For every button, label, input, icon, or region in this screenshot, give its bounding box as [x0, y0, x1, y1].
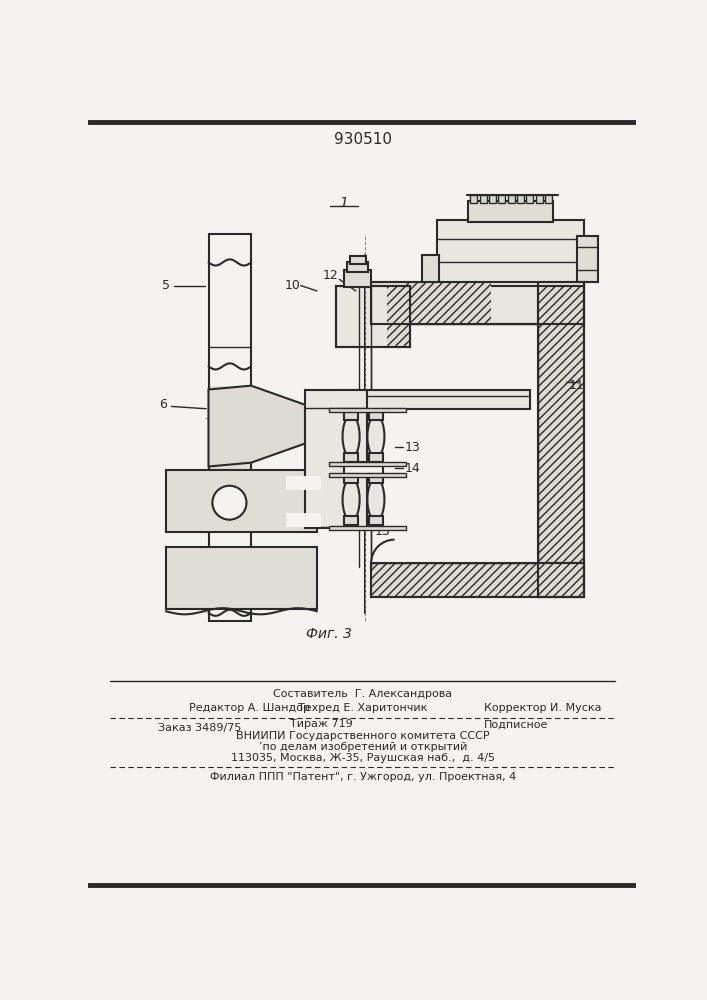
Bar	[349, 256, 366, 264]
Ellipse shape	[343, 415, 360, 458]
Wedge shape	[371, 540, 395, 563]
Bar	[371, 282, 585, 324]
Bar	[538, 282, 585, 597]
Bar	[329, 526, 406, 530]
Ellipse shape	[368, 478, 385, 521]
Bar	[344, 516, 358, 525]
Ellipse shape	[343, 478, 360, 521]
Bar	[369, 453, 383, 462]
Bar	[371, 324, 538, 563]
Bar	[337, 286, 410, 347]
Text: Корректор И. Муска: Корректор И. Муска	[484, 703, 601, 713]
Text: 12: 12	[322, 269, 338, 282]
Bar	[406, 282, 491, 324]
Text: ВНИИПИ Государственного комитета СССР: ВНИИПИ Государственного комитета СССР	[236, 731, 489, 741]
Bar	[369, 516, 383, 525]
Text: 11: 11	[569, 379, 585, 392]
Bar	[369, 474, 383, 483]
Text: 1: 1	[339, 196, 349, 210]
Text: 113035, Москва, Ж-35, Раушская наб.,  д. 4/5: 113035, Москва, Ж-35, Раушская наб., д. …	[230, 753, 495, 763]
Bar	[437, 220, 585, 286]
Text: 930510: 930510	[334, 132, 392, 147]
Bar	[470, 195, 477, 203]
Bar	[166, 470, 317, 532]
Text: 13: 13	[375, 525, 391, 538]
Bar	[371, 563, 585, 597]
Bar	[344, 411, 358, 420]
Bar	[337, 389, 530, 409]
Bar	[535, 195, 542, 203]
Text: 13: 13	[404, 441, 421, 454]
Text: Техред Е. Харитончик: Техред Е. Харитончик	[298, 703, 427, 713]
Text: Филиал ППП "Патент", г. Ужгород, ул. Проектная, 4: Филиал ППП "Патент", г. Ужгород, ул. Про…	[209, 772, 516, 782]
Text: Редактор А. Шандор: Редактор А. Шандор	[189, 703, 310, 713]
Text: Тираж 719: Тираж 719	[290, 719, 353, 729]
Bar	[337, 286, 410, 347]
Bar	[538, 282, 585, 597]
Bar	[433, 286, 457, 309]
Text: 10: 10	[284, 279, 300, 292]
Ellipse shape	[368, 415, 385, 458]
Bar	[286, 476, 321, 490]
Bar	[371, 563, 585, 597]
Bar	[371, 282, 585, 324]
Bar	[344, 462, 383, 476]
Bar	[508, 195, 515, 203]
Bar	[545, 195, 552, 203]
Bar	[369, 411, 383, 420]
Bar	[498, 195, 506, 203]
Bar	[286, 513, 321, 527]
Polygon shape	[209, 386, 305, 466]
Text: 14: 14	[404, 462, 421, 475]
Bar	[344, 474, 358, 483]
Bar	[329, 462, 406, 466]
Bar	[517, 195, 524, 203]
Text: Фиг. 3: Фиг. 3	[305, 627, 351, 641]
Bar	[387, 286, 410, 347]
Bar	[329, 408, 406, 412]
Bar	[577, 235, 598, 282]
Bar	[329, 473, 406, 477]
Bar	[526, 195, 533, 203]
Text: Составитель  Г. Александрова: Составитель Г. Александрова	[273, 689, 452, 699]
Bar	[344, 270, 371, 287]
Text: 5: 5	[162, 279, 170, 292]
Text: 6: 6	[160, 398, 168, 411]
Bar	[421, 255, 438, 286]
Bar	[489, 195, 496, 203]
Bar	[305, 389, 368, 528]
Bar	[347, 262, 368, 272]
Bar	[166, 547, 317, 609]
Text: ’по делам изобретений и открытий: ’по делам изобретений и открытий	[259, 742, 467, 752]
Bar	[344, 453, 358, 462]
Bar	[209, 386, 251, 470]
Bar	[468, 201, 554, 222]
Text: Подписное: Подписное	[484, 719, 548, 729]
Bar	[480, 195, 486, 203]
Text: Заказ 3489/75: Заказ 3489/75	[158, 723, 242, 733]
Circle shape	[212, 486, 247, 520]
